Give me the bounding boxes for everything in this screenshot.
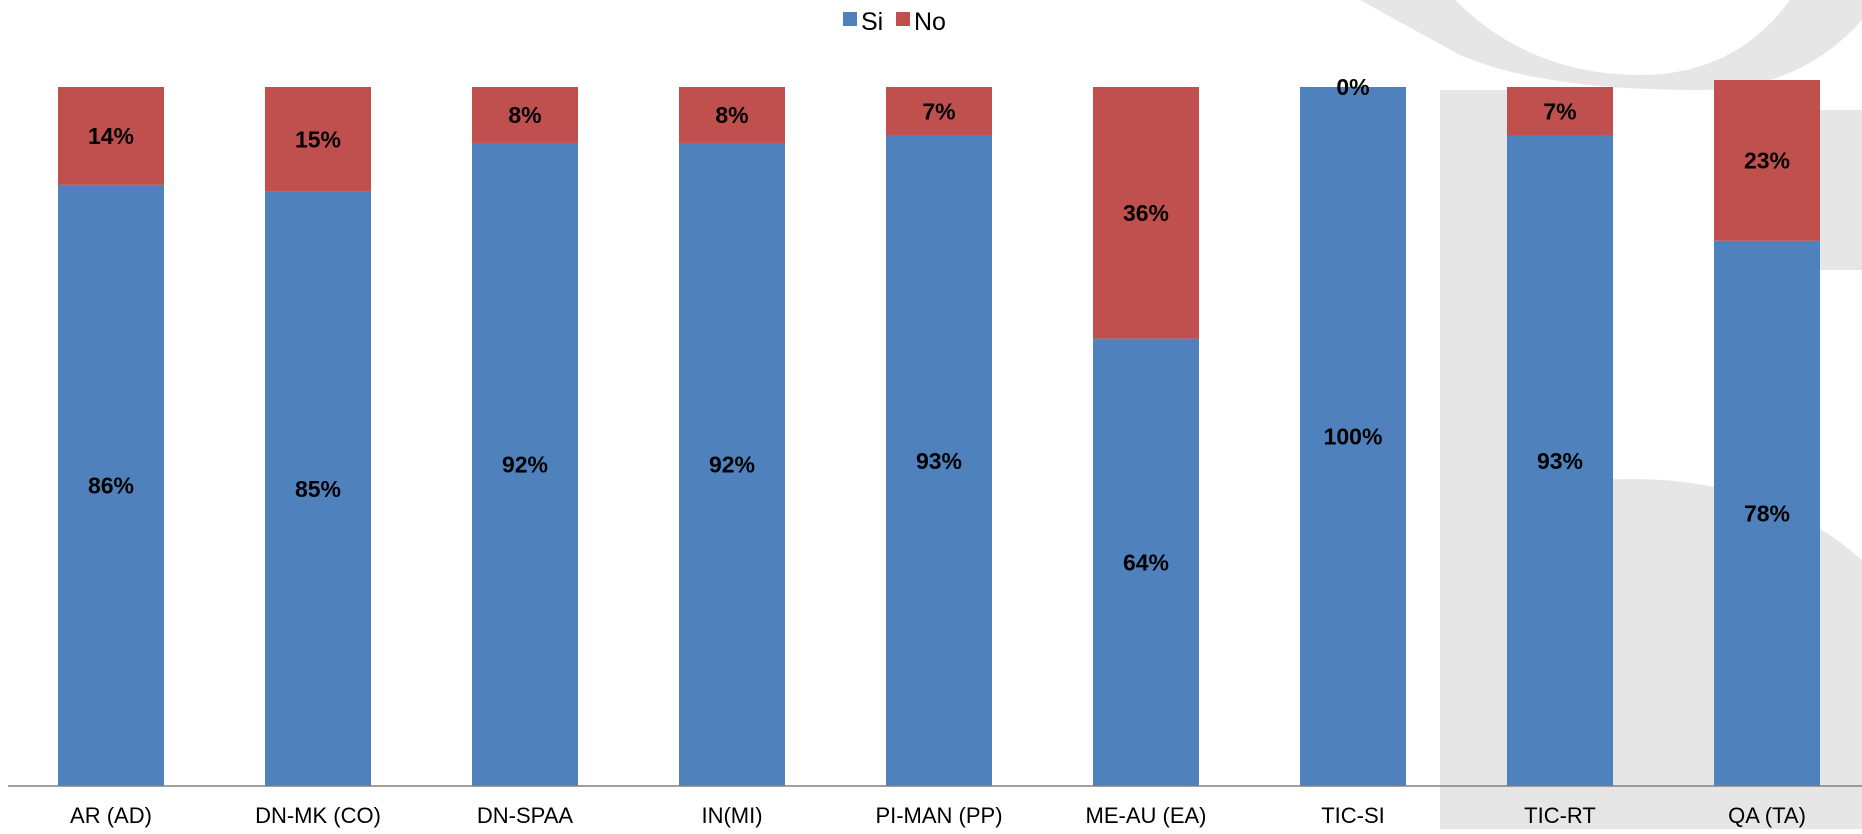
value-label-no-8: 23%	[1744, 147, 1790, 173]
category-label-2: DN-SPAA	[477, 803, 573, 828]
value-label-no-6: 0%	[1336, 74, 1369, 100]
value-label-no-5: 36%	[1123, 200, 1169, 226]
bar-no-8	[1714, 80, 1820, 241]
value-label-no-3: 8%	[715, 102, 748, 128]
bar-no-4	[886, 87, 992, 136]
watermark-arc-top	[1360, 0, 1862, 90]
value-label-si-0: 86%	[88, 472, 134, 498]
bar-no-1	[265, 87, 371, 192]
value-label-si-7: 93%	[1537, 448, 1583, 474]
legend: Si No	[843, 8, 946, 36]
value-labels: 86% 14% 85% 15% 92% 8% 92% 8% 93% 7% 64% 36% 100% 0% 9…	[88, 74, 1790, 575]
category-label-3: IN(MI)	[701, 803, 762, 828]
category-label-7: TIC-RT	[1524, 803, 1596, 828]
legend-label-si: Si	[861, 8, 883, 36]
legend-label-no: No	[914, 8, 946, 36]
value-label-si-2: 92%	[502, 451, 548, 477]
bar-si-8	[1714, 240, 1820, 786]
category-labels: AR (AD) DN-MK (CO) DN-SPAA IN(MI) PI-MAN (PP…	[70, 803, 1806, 828]
value-label-si-5: 64%	[1123, 549, 1169, 575]
bar-si-5	[1093, 338, 1199, 786]
bar-si-6	[1300, 87, 1406, 786]
value-label-si-8: 78%	[1744, 500, 1790, 526]
category-label-5: ME-AU (EA)	[1086, 803, 1207, 828]
bar-si-3	[679, 142, 785, 787]
category-label-0: AR (AD)	[70, 803, 152, 828]
bar-no-0	[58, 87, 164, 185]
value-label-si-6: 100%	[1324, 424, 1383, 450]
category-label-1: DN-MK (CO)	[255, 803, 381, 828]
bar-si-1	[265, 191, 371, 787]
value-label-si-4: 93%	[916, 448, 962, 474]
value-label-si-1: 85%	[295, 476, 341, 502]
bar-si-4	[886, 135, 992, 786]
bar-si-0	[58, 184, 164, 787]
legend-swatch-no	[896, 12, 910, 26]
bar-no-2	[472, 87, 578, 143]
bar-no-3	[679, 87, 785, 143]
bars	[58, 80, 1820, 787]
value-label-no-4: 7%	[922, 98, 955, 124]
category-label-6: TIC-SI	[1321, 803, 1385, 828]
bar-si-7	[1507, 135, 1613, 786]
value-label-no-0: 14%	[88, 123, 134, 149]
bar-no-7	[1507, 87, 1613, 136]
category-label-4: PI-MAN (PP)	[875, 803, 1002, 828]
value-label-si-3: 92%	[709, 451, 755, 477]
bar-si-2	[472, 142, 578, 787]
category-label-8: QA (TA)	[1728, 803, 1806, 828]
value-label-no-2: 8%	[508, 102, 541, 128]
legend-swatch-si	[843, 12, 857, 26]
bar-no-5	[1093, 87, 1199, 339]
value-label-no-1: 15%	[295, 126, 341, 152]
value-label-no-7: 7%	[1543, 98, 1576, 124]
